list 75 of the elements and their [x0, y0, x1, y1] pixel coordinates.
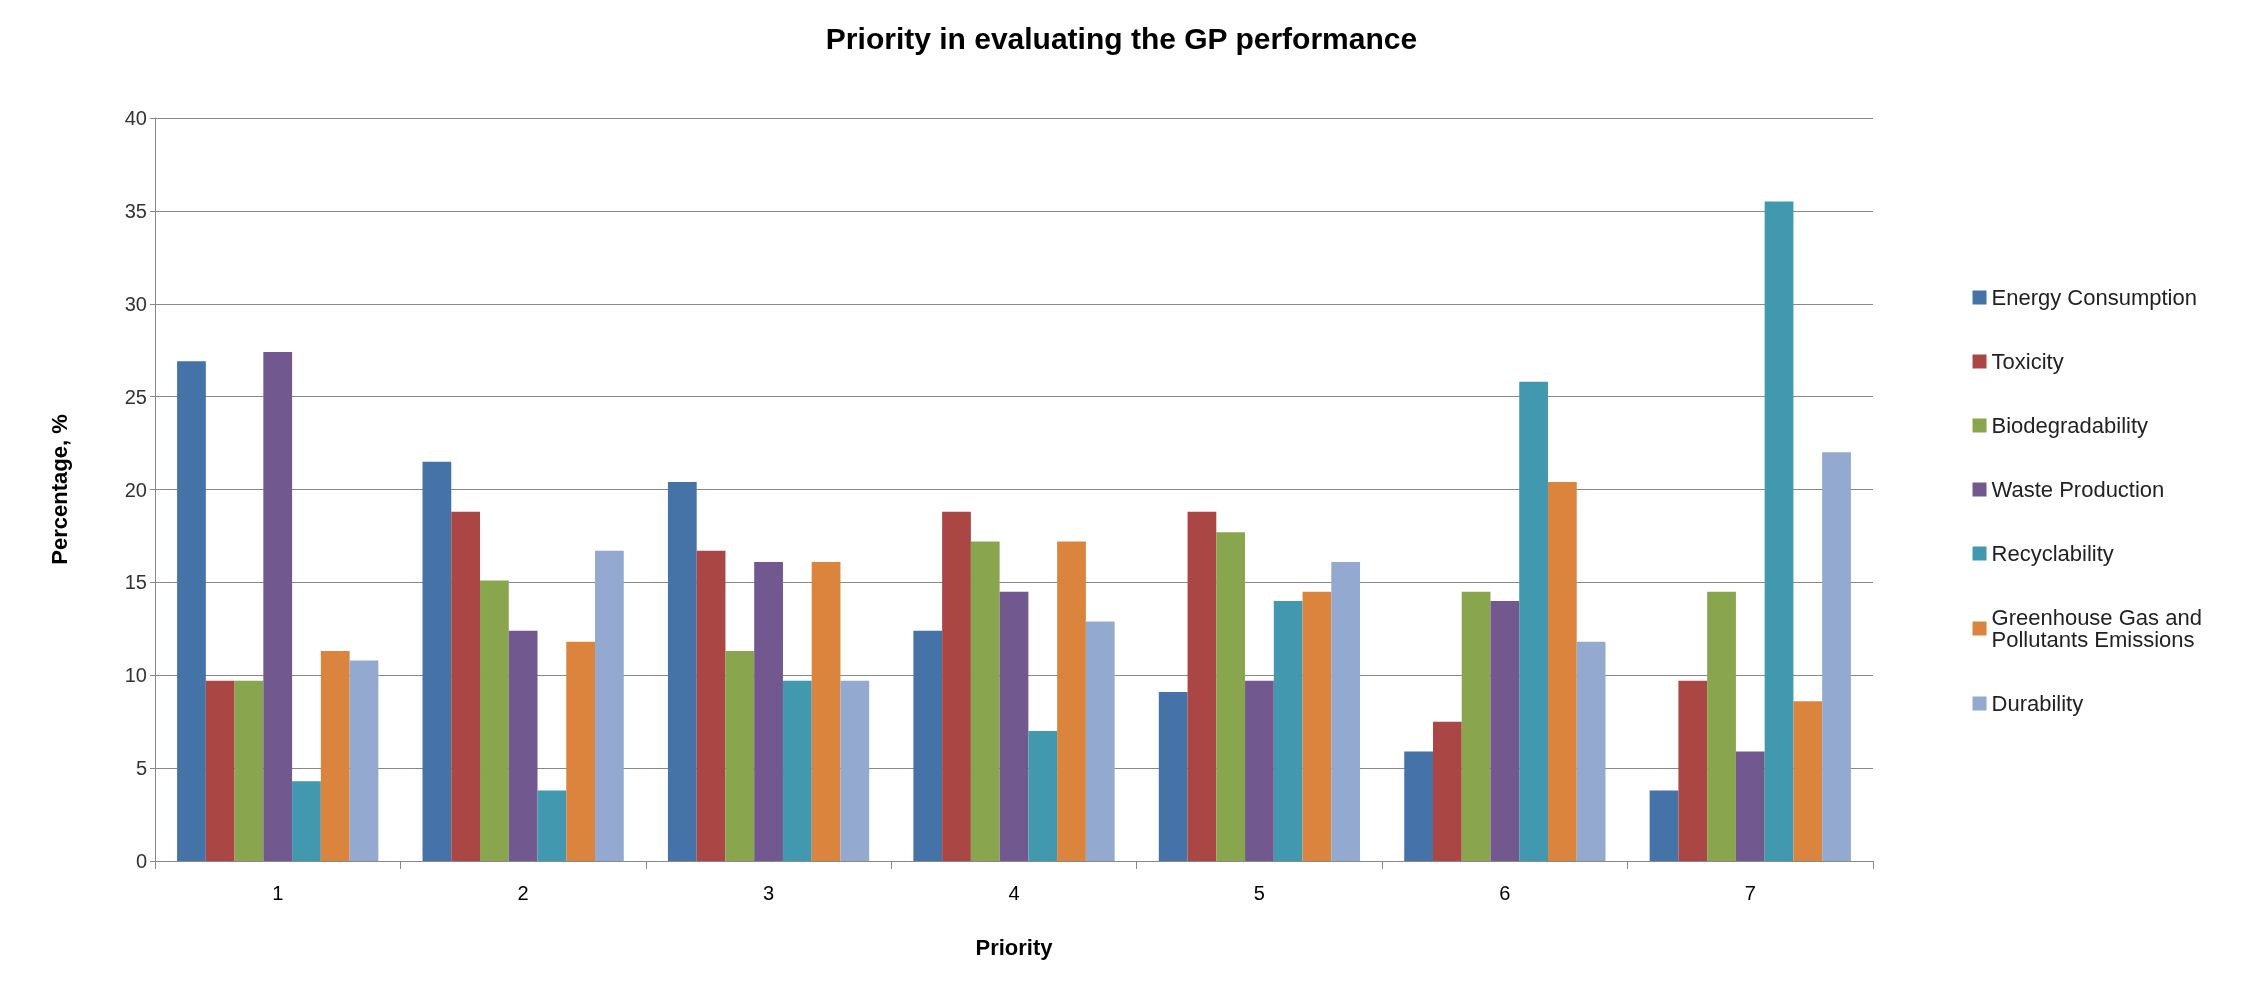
- bar: [667, 482, 697, 861]
- bar: [1764, 201, 1794, 861]
- bar: [320, 651, 350, 861]
- bar: [1793, 701, 1823, 861]
- y-tick-label: 40: [124, 107, 147, 129]
- legend-label: Biodegradability: [1991, 413, 2149, 438]
- bar: [970, 541, 1000, 861]
- bar: [1245, 680, 1274, 861]
- bar: [1404, 751, 1433, 861]
- bar: [942, 511, 971, 861]
- bar: [999, 591, 1029, 861]
- bar: [422, 461, 452, 861]
- bar: [451, 511, 481, 861]
- x-tick-label: 5: [1253, 882, 1265, 904]
- bar: [1735, 751, 1765, 861]
- bar: [234, 680, 264, 861]
- bar: [1216, 532, 1246, 861]
- bar: [782, 680, 812, 861]
- x-axis-title: Priority: [975, 934, 1054, 960]
- bar: [177, 361, 206, 861]
- bar: [480, 580, 509, 861]
- bar: [1158, 691, 1188, 861]
- bar: [1707, 591, 1736, 861]
- bar: [1057, 541, 1086, 861]
- bar: [1187, 511, 1217, 861]
- bar: [263, 352, 293, 861]
- bar: [1547, 482, 1577, 861]
- y-tick-label: 5: [135, 757, 147, 780]
- legend-label: Toxicity: [1991, 349, 2064, 374]
- legend-label: Durability: [1991, 691, 2084, 716]
- bar: [1302, 591, 1332, 861]
- chart-title: Priority in evaluating the GP performance: [825, 21, 1418, 55]
- x-tick-label: 6: [1499, 882, 1511, 904]
- y-tick-label: 15: [124, 571, 147, 594]
- bar: [1519, 381, 1548, 861]
- bar: [840, 680, 870, 861]
- bar: [811, 561, 841, 861]
- x-tick-label: 7: [1744, 882, 1756, 904]
- x-tick-label: 1: [272, 882, 284, 904]
- bar: [1461, 591, 1491, 861]
- x-tick-label: 4: [1008, 882, 1020, 904]
- bar: [1085, 621, 1115, 861]
- x-tick-label: 2: [517, 882, 529, 904]
- legend-label: Recyclability: [1991, 541, 2114, 566]
- bar: [1273, 600, 1303, 861]
- bar: [595, 550, 624, 861]
- bar: [537, 790, 567, 861]
- bar: [1576, 641, 1606, 861]
- y-tick-label: 30: [124, 292, 147, 315]
- bar: [1028, 730, 1058, 861]
- y-tick-label: 25: [124, 385, 147, 408]
- bar: [725, 651, 755, 861]
- bar: [1678, 680, 1708, 861]
- bar: [1822, 452, 1851, 861]
- y-axis-title: Percentage, %: [46, 414, 72, 565]
- bar: [1432, 721, 1462, 861]
- bar: [205, 680, 235, 861]
- bar: [1490, 600, 1520, 861]
- legend-label: Energy Consumption: [1991, 285, 2197, 310]
- bar: [1331, 561, 1361, 861]
- bar: [349, 660, 379, 861]
- legend-label: Waste Production: [1991, 477, 2165, 502]
- bar: [754, 561, 783, 861]
- y-tick-label: 35: [124, 199, 147, 222]
- bar: [1649, 790, 1679, 861]
- y-tick-label: 20: [124, 478, 147, 501]
- bar: [292, 781, 321, 861]
- bar: [566, 641, 596, 861]
- bar: [913, 630, 943, 861]
- bar: [508, 630, 538, 861]
- y-tick-label: 0: [135, 850, 147, 872]
- bar: [696, 550, 726, 861]
- legend-label: Greenhouse Gas and Pollutants Emissions: [1991, 605, 2209, 652]
- y-tick-label: 10: [124, 664, 147, 687]
- x-tick-label: 3: [763, 882, 775, 904]
